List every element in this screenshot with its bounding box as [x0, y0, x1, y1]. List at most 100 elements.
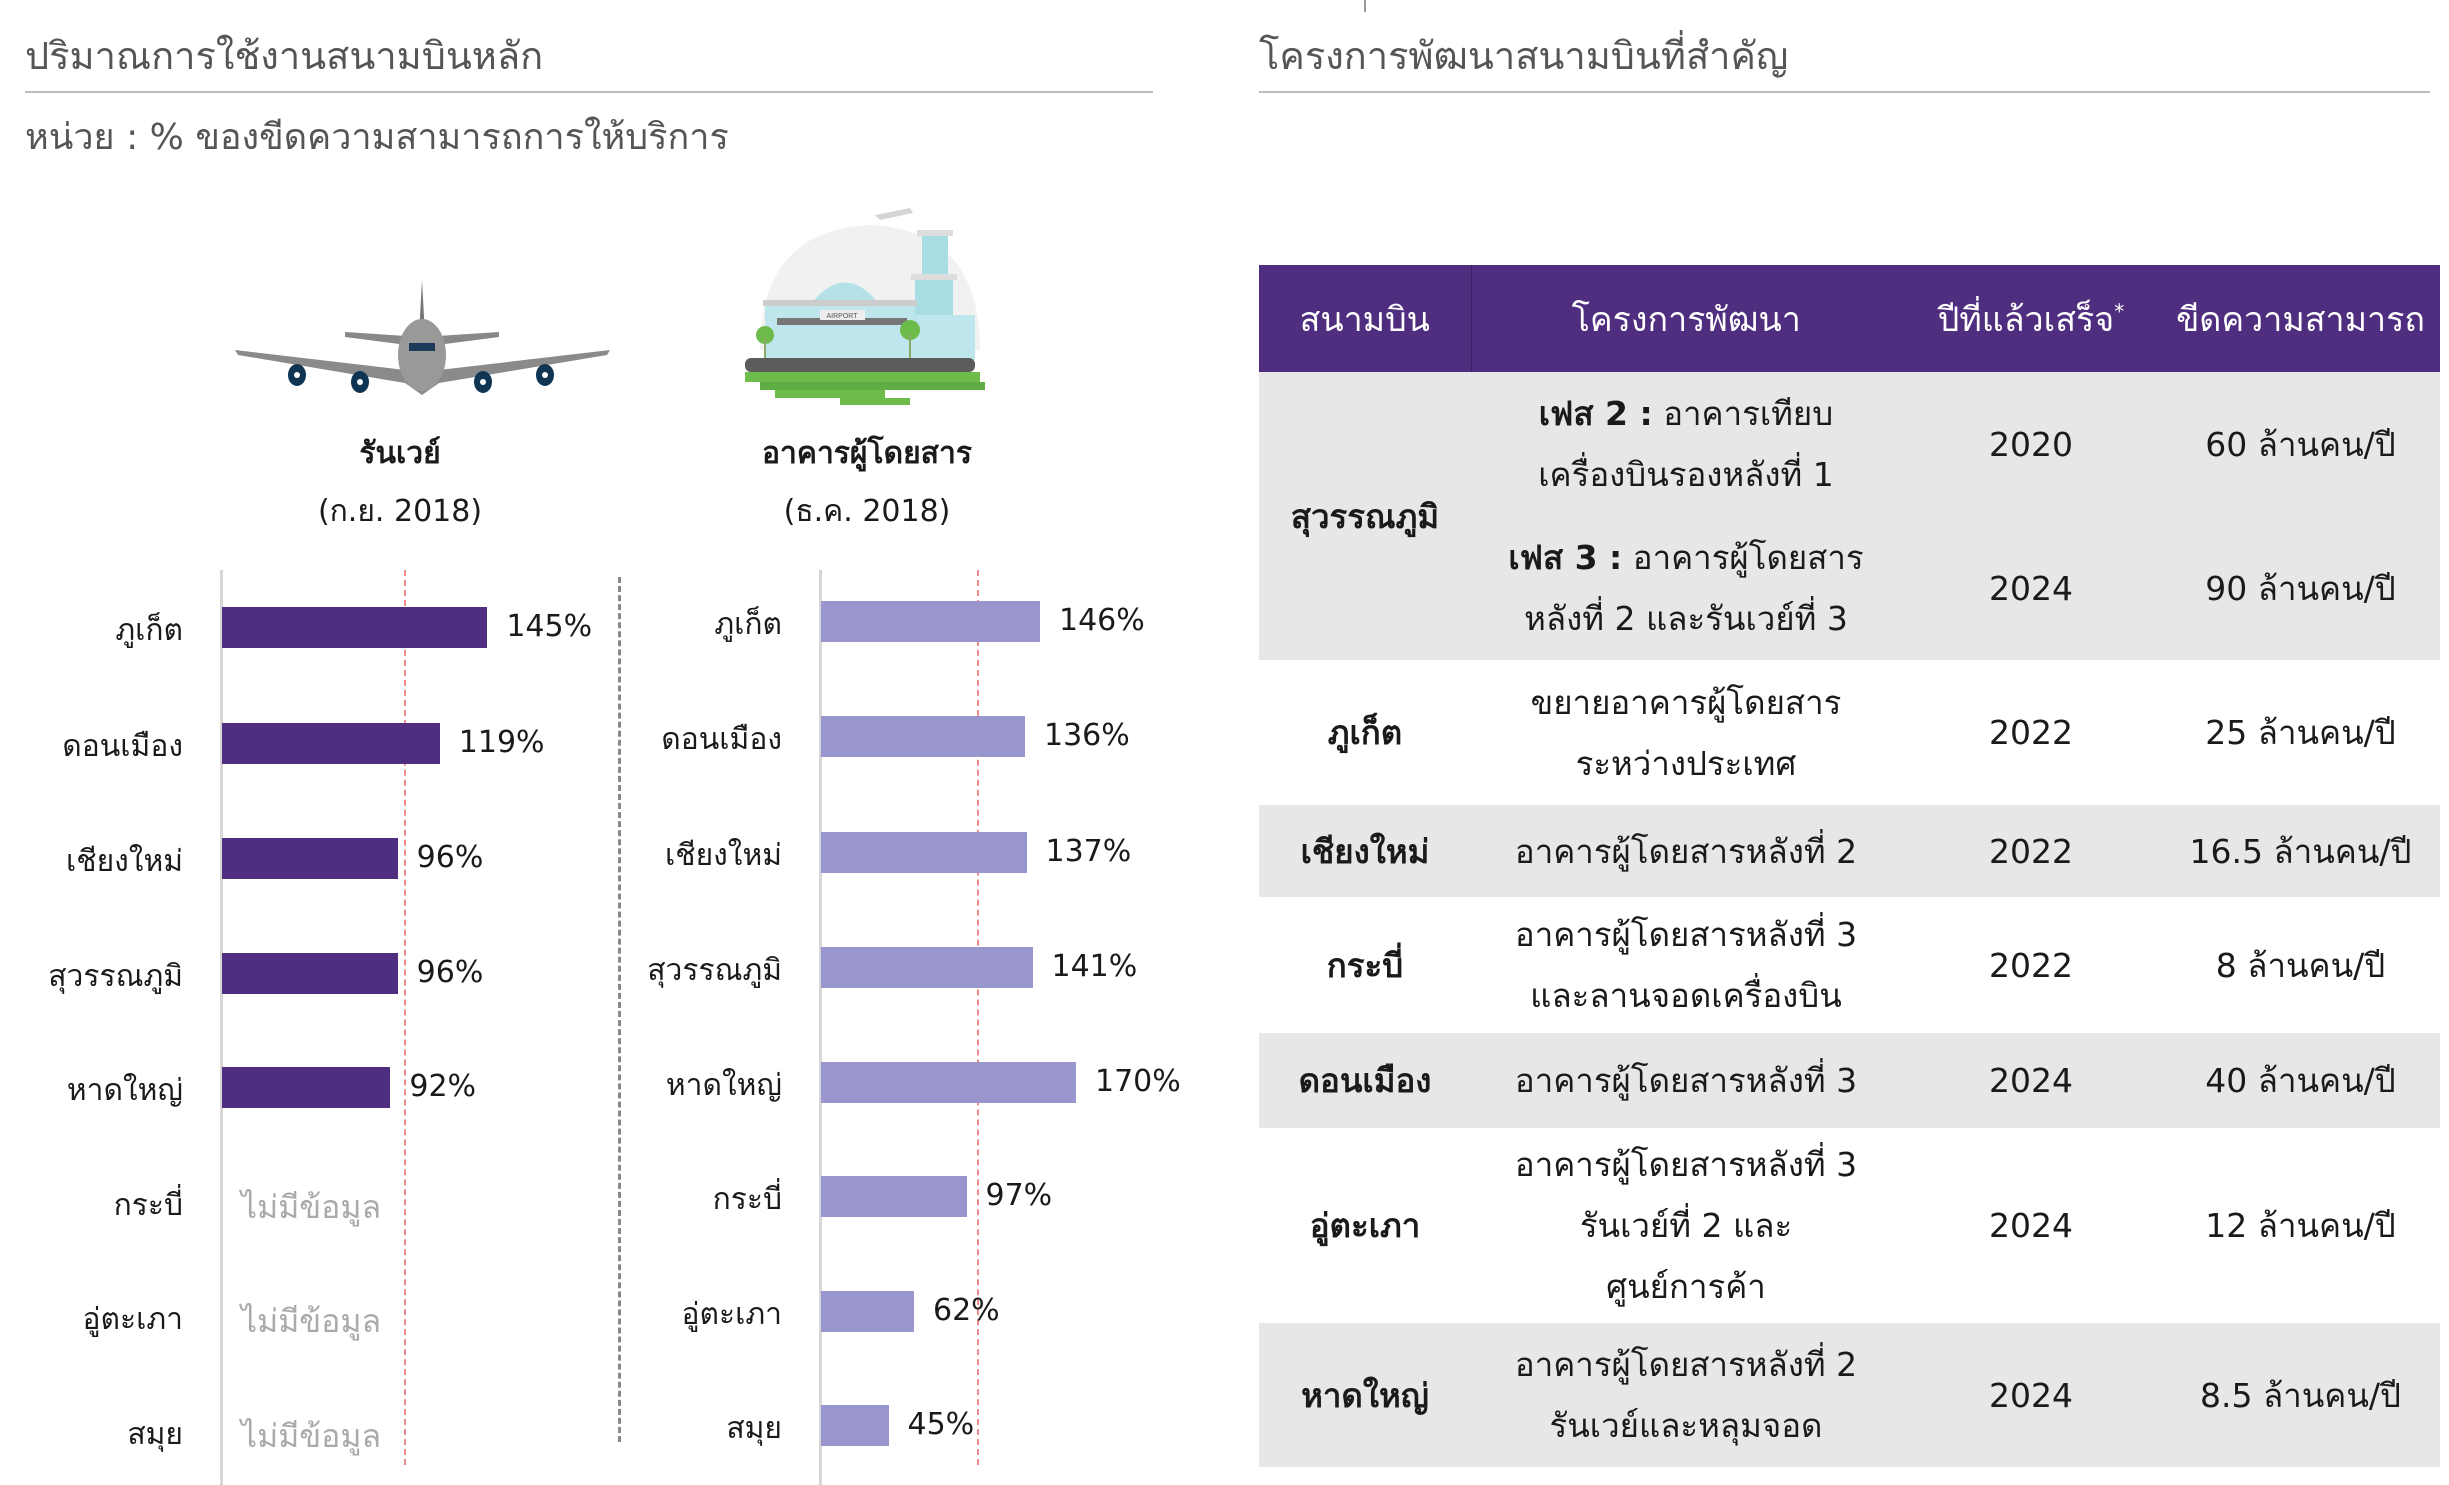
project-line: อาคารผู้โดยสารหลังที่ 3	[1471, 904, 1901, 965]
bar	[821, 716, 1025, 757]
bar	[222, 607, 488, 648]
left-title-rule	[25, 91, 1153, 93]
project-cell: อาคารผู้โดยสารหลังที่ 3	[1471, 1033, 1901, 1128]
value-label: 62%	[933, 1293, 1000, 1328]
year-cell: 2020	[1901, 372, 2161, 516]
table-row: อู่ตะเภา อาคารผู้โดยสารหลังที่ 3 รันเวย์ที…	[1259, 1128, 2440, 1323]
project-text: และลานจอดเครื่องบิน	[1530, 976, 1842, 1015]
year-cell: 2024	[1901, 516, 2161, 660]
capacity-label: 12 ล้านคน/ปี	[2205, 1206, 2396, 1245]
value-label: 119%	[458, 725, 545, 760]
header-project: โครงการพัฒนา	[1471, 265, 1901, 372]
project-text: ระหว่างประเทศ	[1575, 743, 1797, 783]
project-text: อาคารผู้โดยสาร	[1632, 538, 1864, 577]
airport-name: อู่ตะเภา	[1259, 1128, 1471, 1323]
bar	[222, 953, 398, 994]
year-cell: 2022	[1901, 660, 2161, 805]
value-label: 96%	[416, 955, 484, 990]
category-label: หาดใหญ่	[66, 1073, 183, 1108]
year-label: 2024	[1989, 568, 2073, 608]
airport-label: หาดใหญ่	[1301, 1375, 1429, 1415]
category-label: กระบี่	[712, 1182, 782, 1217]
runway-chart-date: (ก.ย. 2018)	[317, 494, 483, 529]
project-line: ศูนย์การค้า	[1471, 1256, 1901, 1317]
capacity-cell: 60 ล้านคน/ปี	[2161, 372, 2440, 516]
airport-label: อู่ตะเภา	[1309, 1206, 1421, 1245]
category-label: สุวรรณภูมิ	[647, 953, 782, 988]
airport-name: สุวรรณภูมิ	[1259, 372, 1471, 660]
year-cell: 2024	[1901, 1128, 2161, 1323]
bar	[222, 723, 440, 764]
bar	[821, 947, 1033, 988]
table-row: หาดใหญ่ อาคารผู้โดยสารหลังที่ 2 รันเวย์และ…	[1259, 1323, 2440, 1467]
bar	[222, 838, 398, 879]
capacity-label: 60 ล้านคน/ปี	[2205, 424, 2396, 464]
project-text: รันเวย์ที่ 2 และ	[1579, 1206, 1793, 1245]
capacity-cell: 12 ล้านคน/ปี	[2161, 1128, 2440, 1323]
year-cell: 2022	[1901, 805, 2161, 897]
project-line: รันเวย์และหลุมจอด	[1471, 1395, 1901, 1456]
chart-0-reference-line	[404, 570, 406, 1465]
table-row: เฟส 3 : อาคารผู้โดยสารหลังที่ 2 และรันเว…	[1259, 516, 2440, 660]
chart-1-reference-line	[977, 570, 979, 1465]
project-text: อาคารผู้โดยสารหลังที่ 2	[1514, 831, 1858, 871]
bar	[821, 1062, 1076, 1103]
category-label: ภูเก็ต	[714, 607, 782, 642]
capacity-cell: 8.5 ล้านคน/ปี	[2161, 1323, 2440, 1467]
airport-name: ดอนเมือง	[1259, 1033, 1471, 1128]
value-label: 146%	[1059, 603, 1145, 638]
capacity-label: 25 ล้านคน/ปี	[2205, 713, 2396, 752]
capacity-cell: 8 ล้านคน/ปี	[2161, 897, 2440, 1033]
category-label: ภูเก็ต	[115, 613, 183, 648]
project-line: เครื่องบินรองหลังที่ 1	[1471, 444, 1901, 505]
project-text: อาคารผู้โดยสารหลังที่ 2	[1514, 1345, 1858, 1384]
category-label: หาดใหญ่	[665, 1068, 782, 1103]
project-cell: เฟส 2 : อาคารเทียบ เครื่องบินรองหลังที่ 1	[1471, 372, 1901, 516]
table-row: สุวรรณภูมิ เฟส 2 : อาคารเทียบ เครื่องบินรอ…	[1259, 372, 2440, 660]
chart-0-axis	[220, 570, 223, 1485]
project-cell: อาคารผู้โดยสารหลังที่ 2	[1471, 805, 1901, 897]
top-tick	[1364, 0, 1366, 12]
header-airport: สนามบิน	[1259, 265, 1472, 372]
value-label: 136%	[1044, 718, 1130, 753]
year-cell: 2024	[1901, 1323, 2161, 1467]
header-capacity: ขีดความสามารถ	[2161, 265, 2440, 372]
project-line: อาคารผู้โดยสารหลังที่ 2	[1471, 1334, 1901, 1395]
chart-divider	[618, 577, 621, 1442]
bar	[821, 1291, 914, 1332]
year-label: 2022	[1989, 945, 2073, 985]
no-data-label: ไม่มีข้อมูล	[241, 1417, 382, 1455]
footnote-mark: *	[2114, 299, 2125, 324]
table-row: ดอนเมือง อาคารผู้โดยสารหลังที่ 3 2024 40 ล้…	[1259, 1033, 2440, 1128]
category-label: อู่ตะเภา	[681, 1297, 783, 1332]
no-data-label: ไม่มีข้อมูล	[241, 1188, 382, 1226]
year-cell: 2024	[1901, 1033, 2161, 1128]
project-line: และลานจอดเครื่องบิน	[1471, 965, 1901, 1026]
value-label: 137%	[1045, 834, 1132, 869]
year-label: 2020	[1989, 424, 2073, 464]
right-title-rule	[1259, 91, 2430, 93]
table-row: เชียงใหม่ อาคารผู้โดยสารหลังที่ 2 2022 16.5…	[1259, 805, 2440, 897]
airport-label: กระบี่	[1326, 945, 1404, 985]
airplane-icon	[235, 280, 610, 395]
project-line: หลังที่ 2 และรันเวย์ที่ 3	[1471, 588, 1901, 649]
bar	[821, 832, 1027, 873]
development-projects-table: สนามบิน โครงการพัฒนา ปีที่แล้วเสร็จ* ขีด…	[1259, 265, 2440, 1467]
value-label: 145%	[506, 609, 593, 644]
category-label: สมุย	[127, 1417, 183, 1452]
category-label: อู่ตะเภา	[82, 1302, 184, 1337]
project-line: รันเวย์ที่ 2 และ	[1471, 1195, 1901, 1256]
capacity-cell: 40 ล้านคน/ปี	[2161, 1033, 2440, 1128]
capacity-label: 8.5 ล้านคน/ปี	[2200, 1375, 2401, 1415]
chart-1-axis	[819, 570, 822, 1485]
category-label: เชียงใหม่	[65, 844, 183, 879]
project-text: อาคารผู้โดยสารหลังที่ 3	[1514, 1145, 1858, 1184]
phase-label: เฟส 3 :	[1508, 538, 1623, 577]
category-label: ดอนเมือง	[661, 722, 782, 757]
project-text: อาคารผู้โดยสารหลังที่ 3	[1514, 915, 1858, 954]
terminal-chart-date: (ธ.ค. 2018)	[783, 494, 951, 529]
capacity-cell: 90 ล้านคน/ปี	[2161, 516, 2440, 660]
project-line: เฟส 2 : อาคารเทียบ	[1471, 383, 1901, 444]
value-label: 45%	[907, 1407, 975, 1442]
airport-terminal-icon: AIRPORT	[745, 208, 985, 405]
